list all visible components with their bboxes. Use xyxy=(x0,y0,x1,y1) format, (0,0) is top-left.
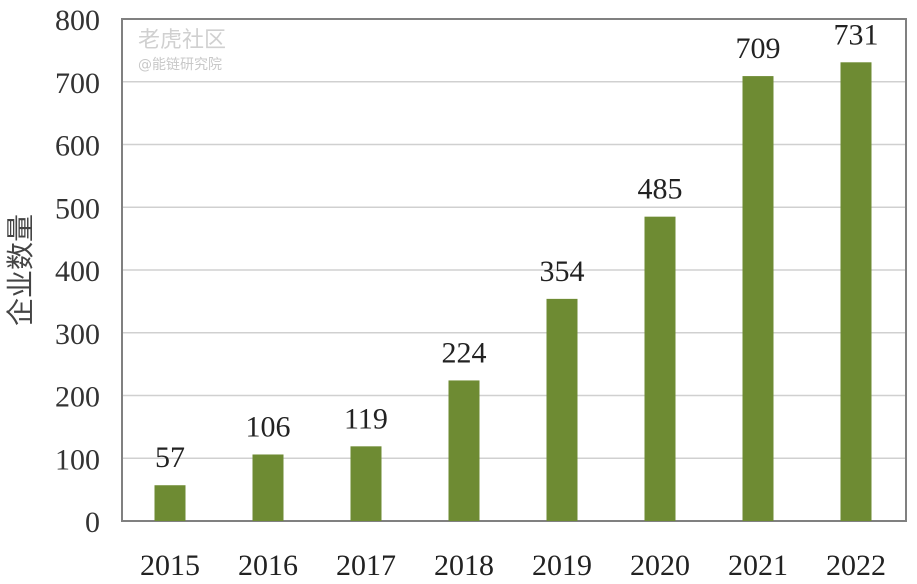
data-label: 731 xyxy=(834,18,879,51)
y-tick-label: 400 xyxy=(55,255,100,288)
bar-2016 xyxy=(252,454,284,521)
y-tick-label: 600 xyxy=(55,130,100,163)
data-label: 224 xyxy=(442,336,487,369)
bar-2015 xyxy=(154,485,186,521)
y-tick-label: 700 xyxy=(55,67,100,100)
y-tick-label: 0 xyxy=(85,506,100,539)
bar-2018 xyxy=(448,380,480,521)
x-tick-label: 2017 xyxy=(336,549,396,582)
y-axis-label: 企业数量 xyxy=(4,214,37,326)
x-tick-label: 2016 xyxy=(238,549,298,582)
data-label: 485 xyxy=(638,173,683,206)
bar-2017 xyxy=(350,446,382,521)
y-tick-label: 800 xyxy=(55,4,100,37)
data-label: 119 xyxy=(344,402,388,435)
bar-2021 xyxy=(742,76,774,521)
y-tick-label: 500 xyxy=(55,192,100,225)
x-tick-label: 2015 xyxy=(140,549,200,582)
y-tick-label: 300 xyxy=(55,318,100,351)
watermark-source: @能链研究院 xyxy=(138,57,222,73)
y-tick-label: 100 xyxy=(55,443,100,476)
x-tick-label: 2022 xyxy=(826,549,886,582)
x-tick-label: 2018 xyxy=(434,549,494,582)
plot-border xyxy=(121,18,907,522)
x-tick-label: 2021 xyxy=(728,549,788,582)
data-label: 354 xyxy=(540,255,585,288)
data-label: 106 xyxy=(246,410,291,443)
data-label: 709 xyxy=(736,32,781,65)
watermark-logo: 老虎社区 xyxy=(138,28,227,53)
x-tick-label: 2019 xyxy=(532,549,592,582)
data-label: 57 xyxy=(155,441,185,474)
bar-2020 xyxy=(644,216,676,521)
x-tick-label: 2020 xyxy=(630,549,690,582)
bar-2019 xyxy=(546,298,578,521)
bar-2022 xyxy=(840,62,872,522)
y-tick-label: 200 xyxy=(55,381,100,414)
